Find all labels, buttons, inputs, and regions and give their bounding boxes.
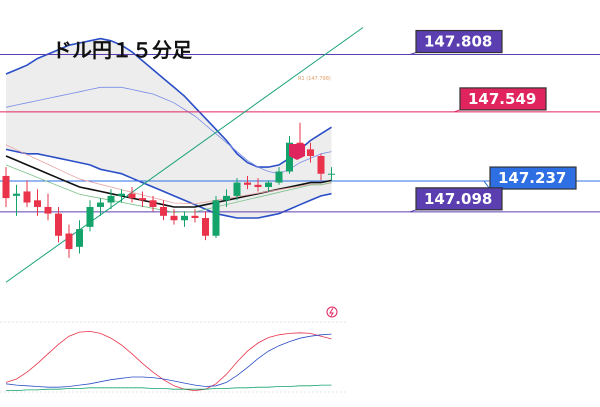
candle-body	[139, 198, 146, 201]
osc-blue-line	[5, 333, 332, 388]
candle-body	[128, 193, 136, 199]
tag-leader-1	[453, 109, 461, 113]
candle-body	[265, 182, 272, 188]
chart-title: ドル円１５分足	[52, 38, 193, 62]
candle-body	[23, 191, 31, 203]
candle-body	[55, 213, 62, 236]
moving-averages	[5, 144, 332, 213]
upper-band-line	[5, 37, 332, 168]
candle-body	[254, 184, 262, 188]
candle-body	[44, 206, 52, 214]
price-tag-1	[459, 87, 547, 111]
tag-leader-3	[409, 209, 417, 213]
lightning-icon	[326, 306, 338, 318]
candle-body	[34, 200, 41, 207]
candle-body	[275, 171, 283, 183]
ma-pink-line	[5, 144, 332, 205]
candle-body	[65, 233, 73, 250]
candle-body	[233, 182, 241, 196]
faint-level-label: R1 (147.798)	[298, 76, 331, 82]
price-tag-label: 147.098	[424, 190, 492, 208]
candle-body	[328, 173, 335, 175]
price-tag-0	[415, 29, 503, 54]
oscillator-panel	[0, 321, 346, 393]
price-tag-label: 147.808	[424, 33, 492, 51]
candle-body	[160, 206, 167, 216]
osc-red-line	[5, 330, 332, 392]
price-tags: 147.808 147.549 147.237 147.098	[409, 29, 577, 213]
candle-body	[118, 193, 125, 196]
tag-leader-0	[409, 52, 417, 56]
candle-body	[181, 215, 188, 221]
alert-flag-icon	[289, 144, 305, 160]
ma-black-line	[5, 155, 332, 208]
candle-body	[286, 142, 293, 172]
candle-body	[307, 149, 314, 156]
candle-body	[202, 218, 209, 236]
candle-body	[97, 202, 104, 207]
candle-body	[13, 193, 20, 196]
price-tag-label: 147.549	[468, 90, 536, 108]
candle-body	[107, 195, 115, 203]
candle-body	[212, 200, 220, 236]
price-tag-3	[415, 187, 503, 211]
alert-marker	[289, 144, 305, 160]
price-tag-label: 147.237	[498, 169, 566, 187]
price-tag-2	[489, 166, 577, 190]
lightning-bolt	[329, 307, 334, 317]
candles	[2, 122, 335, 258]
lower-band-line	[5, 148, 332, 219]
candle-body	[170, 215, 178, 221]
band-fill	[6, 38, 332, 219]
candle-body	[86, 206, 94, 227]
bollinger-bands	[5, 37, 332, 219]
candle-body	[317, 156, 325, 174]
candle-body	[244, 182, 251, 185]
candle-body	[76, 229, 83, 247]
candle-body	[149, 200, 157, 207]
ma-green-line	[5, 164, 332, 213]
candle-body	[2, 175, 10, 199]
osc-green-line	[6, 384, 332, 391]
candle-body	[223, 195, 230, 201]
candle-body	[191, 215, 199, 219]
